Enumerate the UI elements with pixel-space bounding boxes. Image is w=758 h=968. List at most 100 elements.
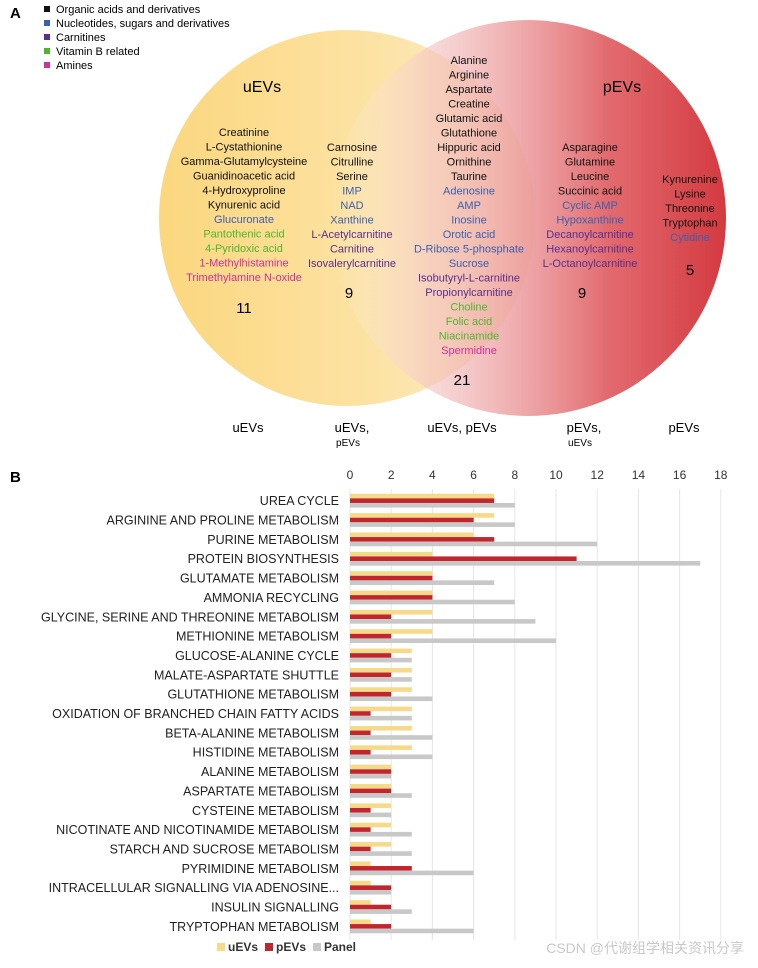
metabolite-label: AMP <box>457 200 481 212</box>
metabolite-label: Cyclic AMP <box>562 200 618 212</box>
metabolite-label: Asparagine <box>562 142 618 154</box>
bar-uevs <box>350 590 433 596</box>
bar-pevs <box>350 730 371 736</box>
bar-uevs <box>350 532 474 538</box>
x-tick-label: 8 <box>511 468 518 482</box>
metabolite-label: L-Cystathionine <box>206 142 282 154</box>
count-pevs-only: 5 <box>686 262 694 279</box>
bar-pevs <box>350 788 392 794</box>
metabolite-label: Decanoylcarnitine <box>546 229 633 241</box>
bar-uevs <box>350 842 392 847</box>
bar-uevs <box>350 648 412 654</box>
panel-a-label: A <box>10 5 21 22</box>
category-label: METHIONINE METABOLISM <box>176 630 339 644</box>
category-label: INTRACELLULAR SIGNALLING VIA ADENOSINE..… <box>49 881 339 895</box>
bar-uevs <box>350 629 433 634</box>
x-tick-label: 4 <box>429 468 436 482</box>
count-uevs-only: 11 <box>236 300 252 317</box>
bottom-label-uevs-pevs-a: uEVs, <box>335 420 370 435</box>
bar-panel <box>350 870 474 876</box>
pathway-bar-chart: B 0 2 4 6 8 10 12 14 16 18 UREA CYCLE ARGININE AND… <box>10 468 728 954</box>
metabolite-label: Orotic acid <box>443 229 496 241</box>
metabolite-label: Succinic acid <box>558 186 622 198</box>
legend-label-carnitine: Carnitines <box>56 32 106 44</box>
bar-pevs <box>350 769 392 774</box>
metabolite-label: Kynurenine <box>662 174 718 186</box>
metabolite-label: Tryptophan <box>662 218 717 230</box>
category-label: ASPARTATE METABOLISM <box>183 784 339 798</box>
legend-label-uevs: uEVs <box>228 940 258 954</box>
bar-pevs <box>350 556 577 562</box>
bottom-label-uevs-pevs-b: pEVs <box>336 438 360 449</box>
group-uevs-pevs: Carnosine Citrulline Serine IMP NAD Xanthine L… <box>308 142 396 270</box>
bar-panel <box>350 541 598 547</box>
category-label: ARGININE AND PROLINE METABOLISM <box>107 514 339 528</box>
legend-label-amine: Amines <box>56 60 93 72</box>
venn-legend: Organic acids and derivatives Nucleotide… <box>44 4 230 72</box>
group-uevs-only: Creatinine L-Cystathionine Gamma-Glutamylc… <box>181 127 308 284</box>
count-both: 21 <box>454 372 471 389</box>
metabolite-label: Creatinine <box>219 127 269 139</box>
metabolite-label: Niacinamide <box>439 331 500 343</box>
category-label: UREA CYCLE <box>260 494 339 508</box>
x-tick-label: 0 <box>347 468 354 482</box>
metabolite-label: NAD <box>340 200 363 212</box>
category-labels: UREA CYCLE ARGININE AND PROLINE METABOLIS… <box>41 494 339 934</box>
bar-uevs <box>350 667 412 673</box>
metabolite-label: L-Octanoylcarnitine <box>543 258 638 270</box>
category-label: ALANINE METABOLISM <box>201 765 339 779</box>
category-label: HISTIDINE METABOLISM <box>193 746 339 760</box>
bar-pevs <box>350 846 371 852</box>
metabolite-label: Isovalerylcarnitine <box>308 258 396 270</box>
bar-panel <box>350 561 701 566</box>
category-label: TRYPTOPHAN METABOLISM <box>170 920 339 934</box>
bar-uevs <box>350 725 412 731</box>
bar-pevs <box>350 672 392 678</box>
bar-panel <box>350 773 392 779</box>
bar-pevs <box>350 498 495 503</box>
venn-diagram: A Organic acids and derivatives Nucleoti… <box>10 4 726 449</box>
category-label: OXIDATION OF BRANCHED CHAIN FATTY ACIDS <box>52 707 339 721</box>
bar-uevs <box>350 513 495 518</box>
bar-uevs <box>350 900 371 905</box>
uevs-title: uEVs <box>243 79 281 96</box>
bar-panel <box>350 909 412 914</box>
category-label: PYRIMIDINE METABOLISM <box>182 862 339 876</box>
category-label: INSULIN SIGNALLING <box>211 901 339 915</box>
bar-panel <box>350 715 412 721</box>
category-label: PURINE METABOLISM <box>207 533 339 547</box>
metabolite-label: 4-Hydroxyproline <box>202 185 285 197</box>
bar-pevs <box>350 517 474 523</box>
panel-b-label: B <box>10 469 21 486</box>
bar-panel <box>350 812 392 818</box>
metabolite-label: Adenosine <box>443 186 495 198</box>
legend-label-pevs: pEVs <box>276 940 306 954</box>
bar-pevs <box>350 711 371 716</box>
category-label: GLUTAMATE METABOLISM <box>180 572 339 586</box>
bar-pevs <box>350 537 495 542</box>
bar-pevs <box>350 904 392 910</box>
legend-swatch-amine <box>44 62 50 68</box>
x-tick-label: 16 <box>673 468 687 482</box>
bar-panel <box>350 851 412 856</box>
category-label: STARCH AND SUCROSE METABOLISM <box>110 842 339 856</box>
metabolite-label: Lysine <box>674 189 705 201</box>
legend-swatch-panel <box>313 943 321 951</box>
bar-panel <box>350 599 515 605</box>
bar-uevs <box>350 609 433 615</box>
metabolite-label: Hypoxanthine <box>556 215 623 227</box>
metabolite-label: Glutathione <box>441 128 497 140</box>
bar-panel <box>350 619 536 624</box>
category-label: AMMONIA RECYCLING <box>204 591 339 605</box>
bar-uevs <box>350 919 371 925</box>
metabolite-label: Taurine <box>451 171 487 183</box>
metabolite-label: Choline <box>450 302 487 314</box>
bar-uevs <box>350 803 392 808</box>
bar-marks <box>350 493 701 934</box>
group-both: Alanine Arginine Aspartate Creatine Glutamic… <box>414 55 524 357</box>
bar-uevs <box>350 551 433 557</box>
metabolite-label: Hexanoylcarnitine <box>546 244 633 256</box>
metabolite-label: Folic acid <box>446 316 492 328</box>
bar-panel <box>350 793 412 798</box>
metabolite-label: Inosine <box>451 215 486 227</box>
